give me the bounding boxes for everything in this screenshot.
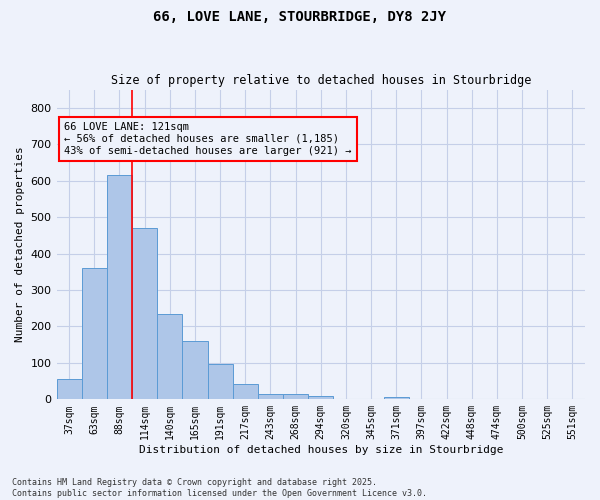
Text: Contains HM Land Registry data © Crown copyright and database right 2025.
Contai: Contains HM Land Registry data © Crown c…	[12, 478, 427, 498]
Title: Size of property relative to detached houses in Stourbridge: Size of property relative to detached ho…	[110, 74, 531, 87]
Bar	[107, 175, 132, 400]
Bar	[208, 364, 233, 400]
Bar	[56, 380, 82, 400]
Bar	[383, 397, 409, 400]
Bar	[308, 396, 334, 400]
Bar	[283, 394, 308, 400]
Y-axis label: Number of detached properties: Number of detached properties	[15, 146, 25, 342]
X-axis label: Distribution of detached houses by size in Stourbridge: Distribution of detached houses by size …	[139, 445, 503, 455]
Bar	[182, 341, 208, 400]
Bar	[258, 394, 283, 400]
Bar	[157, 314, 182, 400]
Bar	[132, 228, 157, 400]
Text: 66 LOVE LANE: 121sqm
← 56% of detached houses are smaller (1,185)
43% of semi-de: 66 LOVE LANE: 121sqm ← 56% of detached h…	[64, 122, 352, 156]
Bar	[82, 268, 107, 400]
Text: 66, LOVE LANE, STOURBRIDGE, DY8 2JY: 66, LOVE LANE, STOURBRIDGE, DY8 2JY	[154, 10, 446, 24]
Bar	[233, 384, 258, 400]
